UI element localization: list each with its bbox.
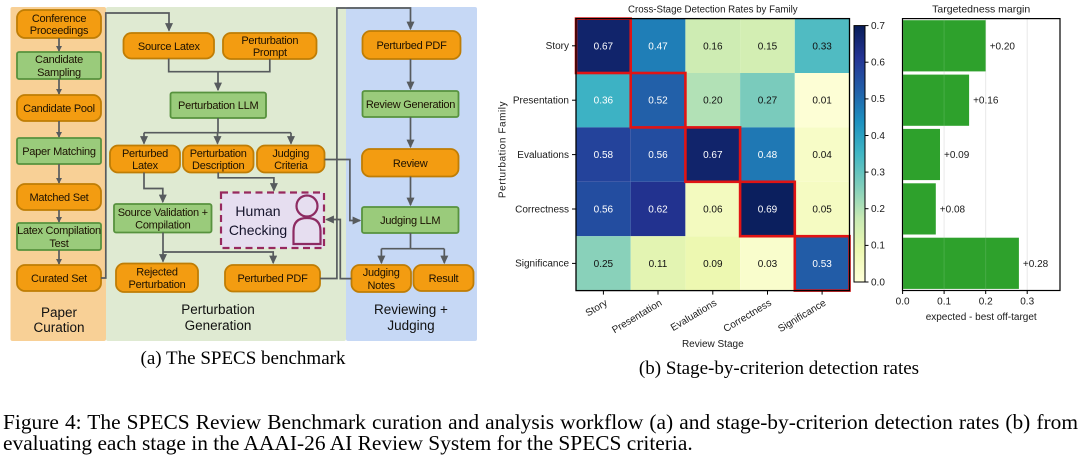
svg-text:0.52: 0.52 — [648, 96, 668, 107]
svg-text:Review: Review — [393, 158, 428, 170]
svg-text:Generation: Generation — [185, 318, 252, 333]
svg-text:Rejected: Rejected — [136, 267, 178, 279]
svg-text:0.62: 0.62 — [648, 205, 668, 216]
svg-text:Conference: Conference — [32, 13, 87, 25]
svg-text:Compilation: Compilation — [135, 220, 190, 232]
svg-text:0.01: 0.01 — [812, 96, 832, 107]
svg-text:0.47: 0.47 — [648, 41, 668, 52]
svg-text:Judging LLM: Judging LLM — [380, 215, 440, 227]
svg-text:Source Validation +: Source Validation + — [118, 207, 208, 219]
svg-text:Checking: Checking — [229, 222, 287, 238]
svg-text:0.15: 0.15 — [758, 41, 778, 52]
svg-text:0.27: 0.27 — [758, 96, 778, 107]
svg-text:Prompt: Prompt — [253, 47, 287, 59]
svg-text:Review Generation: Review Generation — [366, 99, 455, 111]
svg-text:Sampling: Sampling — [37, 67, 81, 79]
svg-text:0.67: 0.67 — [594, 41, 614, 52]
svg-text:0.1: 0.1 — [871, 241, 885, 252]
svg-text:Judging: Judging — [363, 267, 400, 279]
svg-text:0.16: 0.16 — [703, 41, 723, 52]
svg-text:0.2: 0.2 — [871, 204, 885, 215]
svg-text:Criteria: Criteria — [274, 160, 309, 172]
svg-text:0.1: 0.1 — [937, 297, 951, 308]
svg-text:+0.09: +0.09 — [944, 150, 970, 161]
svg-text:Perturbation: Perturbation — [129, 279, 186, 291]
svg-text:Reviewing +: Reviewing + — [374, 302, 448, 317]
svg-text:Proceedings: Proceedings — [30, 25, 89, 37]
svg-text:0.48: 0.48 — [758, 150, 778, 161]
svg-text:Paper: Paper — [41, 305, 78, 320]
svg-text:0.36: 0.36 — [594, 96, 614, 107]
svg-text:0.33: 0.33 — [812, 41, 832, 52]
svg-text:Candidate: Candidate — [35, 54, 83, 66]
svg-text:0.67: 0.67 — [703, 150, 723, 161]
svg-text:0.04: 0.04 — [812, 150, 832, 161]
svg-text:0.58: 0.58 — [594, 150, 614, 161]
svg-text:Story: Story — [546, 41, 569, 52]
svg-text:0.11: 0.11 — [649, 259, 668, 270]
svg-text:Perturbation LLM: Perturbation LLM — [178, 100, 258, 112]
svg-text:Source Latex: Source Latex — [138, 41, 201, 53]
svg-text:Latex: Latex — [132, 160, 158, 172]
svg-text:Evaluations: Evaluations — [669, 298, 719, 334]
svg-text:Perturbed PDF: Perturbed PDF — [376, 40, 447, 52]
svg-text:Targetedness margin: Targetedness margin — [932, 4, 1030, 16]
svg-text:0.4: 0.4 — [871, 131, 885, 142]
svg-text:0.0: 0.0 — [871, 277, 885, 288]
svg-text:Matched Set: Matched Set — [29, 192, 88, 204]
svg-text:Presentation: Presentation — [513, 96, 569, 107]
svg-text:Significance: Significance — [515, 259, 569, 270]
svg-text:0.25: 0.25 — [594, 259, 614, 270]
svg-text:0.09: 0.09 — [703, 259, 723, 270]
svg-text:Result: Result — [429, 273, 459, 285]
svg-text:0.0: 0.0 — [896, 297, 910, 308]
svg-text:Significance: Significance — [776, 298, 828, 335]
svg-text:Correctness: Correctness — [515, 204, 569, 215]
svg-text:+0.16: +0.16 — [973, 96, 999, 107]
svg-text:Perturbation: Perturbation — [181, 302, 255, 317]
svg-text:Description: Description — [192, 160, 244, 172]
svg-text:0.69: 0.69 — [758, 205, 778, 216]
svg-text:Evaluations: Evaluations — [517, 150, 569, 161]
svg-text:Correctness: Correctness — [722, 298, 774, 335]
svg-text:Curated Set: Curated Set — [31, 273, 87, 285]
svg-text:0.3: 0.3 — [1020, 297, 1034, 308]
svg-text:Perturbation: Perturbation — [241, 35, 298, 47]
svg-text:0.03: 0.03 — [758, 259, 778, 270]
svg-text:Curation: Curation — [33, 320, 84, 335]
svg-text:0.56: 0.56 — [594, 205, 614, 216]
svg-text:0.6: 0.6 — [871, 58, 885, 69]
svg-text:0.56: 0.56 — [648, 150, 668, 161]
svg-text:0.05: 0.05 — [812, 205, 832, 216]
svg-text:Perturbed PDF: Perturbed PDF — [237, 273, 308, 285]
svg-text:0.20: 0.20 — [703, 96, 723, 107]
svg-text:+0.28: +0.28 — [1023, 259, 1049, 270]
svg-text:Perturbed: Perturbed — [122, 148, 168, 160]
svg-text:0.3: 0.3 — [871, 167, 885, 178]
svg-text:Test: Test — [49, 238, 68, 250]
svg-text:Review Stage: Review Stage — [682, 339, 744, 350]
svg-text:Latex Compilation: Latex Compilation — [17, 225, 101, 237]
svg-text:0.2: 0.2 — [979, 297, 993, 308]
svg-text:Candidate Pool: Candidate Pool — [23, 103, 95, 115]
svg-text:+0.20: +0.20 — [990, 41, 1016, 52]
svg-text:0.7: 0.7 — [871, 21, 885, 32]
svg-text:Perturbation Family: Perturbation Family — [498, 101, 509, 198]
svg-text:0.06: 0.06 — [703, 205, 723, 216]
svg-text:Cross-Stage Detection Rates by: Cross-Stage Detection Rates by Family — [628, 5, 798, 16]
svg-text:Story: Story — [584, 298, 610, 319]
svg-text:Judging: Judging — [387, 318, 434, 333]
svg-text:+0.08: +0.08 — [940, 204, 966, 215]
svg-text:Notes: Notes — [367, 280, 395, 292]
svg-text:Human: Human — [235, 203, 280, 219]
svg-text:0.5: 0.5 — [871, 94, 885, 105]
svg-text:Paper Matching: Paper Matching — [22, 146, 96, 158]
svg-text:Judging: Judging — [272, 148, 309, 160]
svg-text:Perturbation: Perturbation — [190, 148, 247, 160]
svg-text:Presentation: Presentation — [610, 298, 664, 336]
svg-text:expected - best off-target: expected - best off-target — [926, 312, 1037, 323]
svg-text:0.53: 0.53 — [812, 259, 832, 270]
